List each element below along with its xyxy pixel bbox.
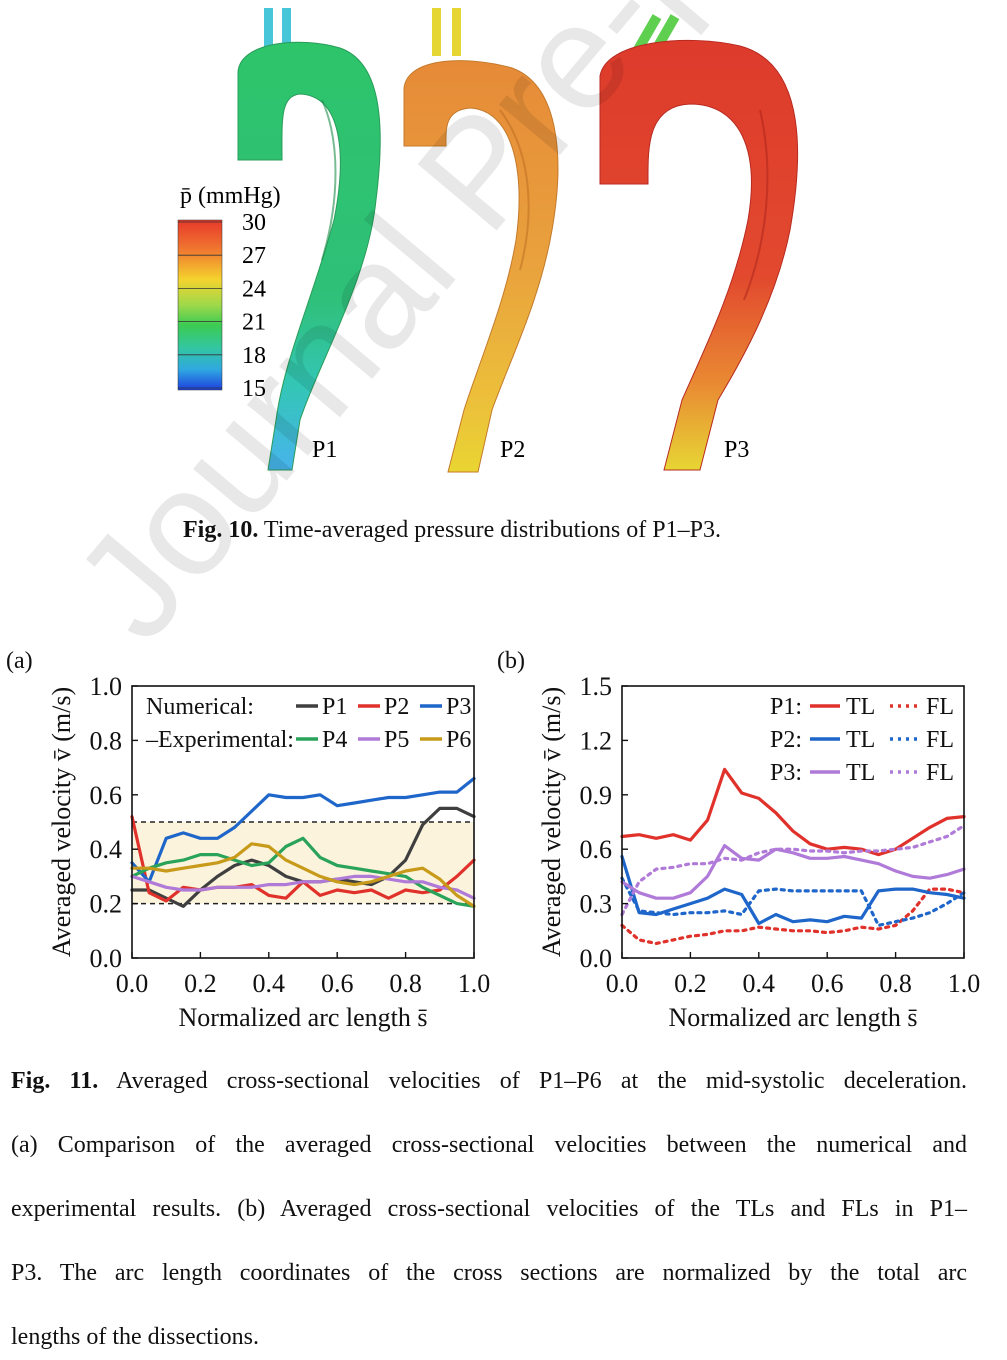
legend-row-label: P1: [770,694,802,720]
legend-entry-label: P3 [446,694,471,720]
legend-entry-label: P4 [322,727,347,753]
x-tick-label: 0.4 [253,969,286,998]
y-tick-label: 0.3 [580,890,613,919]
y-tick-label: 0.4 [90,835,123,864]
series-line [130,776,476,884]
y-axis-label: Averaged velocity v̄ (m/s) [537,687,566,957]
legend-entry-label: P1 [322,694,347,720]
chart-a: 0.0 0.2 0.4 0.6 0.8 1.0 0.0 0.2 0.4 0.6 0.8 1.0 Norm… [47,672,491,1032]
x-tick-label: 0.0 [116,969,149,998]
colorbar-title: p̄ (mmHg) [180,183,281,209]
figure-10-image: p̄ (mmHg) 30 27 24 21 18 15 P1 P2 P3 [177,8,799,473]
figure-11-caption-line-2: (a) Comparison of the averaged cross-sec… [11,1132,967,1158]
legend-entry-label: P5 [384,727,409,753]
aorta-p3-render [599,14,799,471]
x-tick-label: 0.6 [321,969,354,998]
colorbar-tick-label: 18 [242,343,266,369]
panel-a-letter: (a) [6,648,33,674]
x-tick-label: 0.2 [184,969,217,998]
plot-frame [131,685,475,959]
chart-b: 0.0 0.2 0.4 0.6 0.8 1.0 0.0 0.3 0.6 0.9 1.2 1.5 Norm… [537,672,981,1032]
series-line [130,874,476,900]
legend-entry-label: TL [846,760,875,786]
colorbar-tick-label: 15 [242,376,266,402]
figure-11-caption-line-3: experimental results. (b) Averaged cross… [11,1196,967,1222]
label-p1: P1 [312,437,337,463]
series-line [620,887,966,946]
colorbar: p̄ (mmHg) 30 27 24 21 18 15 [177,183,281,402]
aorta-p2-render [403,8,559,473]
series-line [620,854,966,926]
y-tick-label: 1.2 [580,726,613,755]
series-line [620,824,966,917]
y-tick-label: 0.0 [580,944,613,973]
figure-11-caption-line-1: Fig. 11. Averaged cross-sectional veloci… [11,1068,967,1095]
series-line [620,876,966,927]
x-tick-label: 0.8 [389,969,422,998]
aorta-p1-render [237,8,381,471]
x-tick-label: 0.0 [606,969,639,998]
x-tick-label: 1.0 [458,969,491,998]
y-tick-label: 1.5 [580,672,613,701]
label-p3: P3 [724,437,749,463]
x-tick-label: 0.6 [811,969,844,998]
legend-entry-label: FL [926,760,954,786]
panel-b-letter: (b) [497,648,525,674]
legend-entry-label: FL [926,694,954,720]
legend-row-label: P2: [770,727,802,753]
plot-frame [621,685,965,959]
y-tick-label: 0.8 [90,726,123,755]
colorbar-tick-label: 30 [242,210,266,236]
x-tick-label: 0.2 [674,969,707,998]
figure-11-caption-line-4: P3. The arc length coordinates of the cr… [11,1260,967,1286]
y-tick-label: 0.6 [580,835,613,864]
series-line [130,836,476,908]
legend-entry-label: P2 [384,694,409,720]
figure-11-caption-line-5: lengths of the dissections. [11,1324,259,1350]
x-tick-label: 0.8 [879,969,912,998]
y-axis-label: Averaged velocity v̄ (m/s) [47,687,76,957]
y-tick-label: 0.9 [580,781,613,810]
y-tick-label: 0.6 [90,781,123,810]
figure-10-caption-text: Time-averaged pressure distributions of … [258,517,721,543]
figure-10-caption-label: Fig. 10. [183,517,259,543]
y-tick-label: 1.0 [90,672,123,701]
legend-row-label: P3: [770,760,802,786]
y-tick-label: 0.0 [90,944,123,973]
legend-row-label: Numerical: [146,694,254,720]
legend-row-label: –Experimental: [145,727,294,753]
figure-10-caption: Fig. 10. Time-averaged pressure distribu… [183,518,721,542]
y-tick-label: 0.2 [90,890,123,919]
colorbar-tick-label: 21 [242,310,266,336]
x-axis-label: Normalized arc length s̄ [668,1003,917,1032]
x-tick-label: 1.0 [948,969,981,998]
colorbar-tick-label: 27 [242,243,266,269]
figure-11-caption-label: Fig. 11. [11,1068,99,1094]
series-line [130,842,476,908]
series-line [620,767,966,857]
legend-entry-label: TL [846,727,875,753]
x-axis-label: Normalized arc length s̄ [178,1003,427,1032]
label-p2: P2 [500,437,525,463]
colorbar-tick-label: 24 [242,276,266,302]
x-tick-label: 0.4 [743,969,776,998]
series-line [620,844,966,900]
legend-entry-label: P6 [446,727,471,753]
figure-11-caption-text-1: Averaged cross-sectional velocities of P… [98,1068,967,1094]
legend-entry-label: FL [926,727,954,753]
legend-entry-label: TL [846,694,875,720]
